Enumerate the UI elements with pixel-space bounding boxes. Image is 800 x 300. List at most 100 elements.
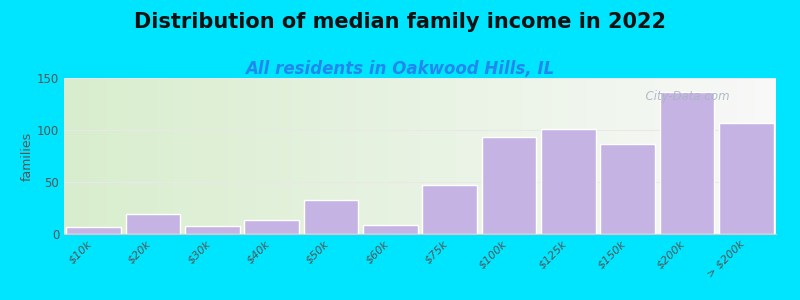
- Bar: [587, 78, 591, 234]
- Bar: [110, 78, 114, 234]
- Text: All residents in Oakwood Hills, IL: All residents in Oakwood Hills, IL: [246, 60, 554, 78]
- Bar: [210, 78, 214, 234]
- Bar: [299, 78, 302, 234]
- Bar: [773, 78, 776, 234]
- Bar: [598, 78, 602, 234]
- Bar: [541, 78, 545, 234]
- Bar: [442, 78, 445, 234]
- Bar: [559, 78, 562, 234]
- Bar: [388, 78, 391, 234]
- Bar: [612, 78, 616, 234]
- Bar: [630, 78, 634, 234]
- Bar: [310, 78, 314, 234]
- Bar: [244, 220, 299, 234]
- Bar: [526, 78, 530, 234]
- Bar: [391, 78, 395, 234]
- Bar: [747, 78, 751, 234]
- Bar: [304, 200, 358, 234]
- Bar: [324, 78, 327, 234]
- Bar: [302, 78, 306, 234]
- Bar: [256, 78, 260, 234]
- Bar: [398, 78, 402, 234]
- Bar: [167, 78, 171, 234]
- Bar: [423, 78, 427, 234]
- Bar: [352, 78, 356, 234]
- Bar: [413, 78, 417, 234]
- Bar: [192, 78, 196, 234]
- Bar: [246, 78, 249, 234]
- Bar: [516, 78, 520, 234]
- Bar: [591, 78, 594, 234]
- Bar: [434, 78, 438, 234]
- Bar: [660, 92, 714, 234]
- Bar: [417, 78, 420, 234]
- Bar: [427, 78, 430, 234]
- Bar: [769, 78, 773, 234]
- Bar: [64, 78, 67, 234]
- Bar: [93, 78, 96, 234]
- Bar: [228, 78, 231, 234]
- Bar: [482, 137, 536, 234]
- Bar: [477, 78, 481, 234]
- Bar: [523, 78, 527, 234]
- Bar: [71, 78, 74, 234]
- Bar: [530, 78, 534, 234]
- Bar: [281, 78, 285, 234]
- Bar: [182, 78, 185, 234]
- Bar: [342, 78, 346, 234]
- Bar: [132, 78, 135, 234]
- Bar: [762, 78, 766, 234]
- Bar: [96, 78, 99, 234]
- Bar: [449, 78, 452, 234]
- Bar: [285, 78, 288, 234]
- Bar: [278, 78, 281, 234]
- Bar: [566, 78, 570, 234]
- Bar: [648, 78, 651, 234]
- Bar: [270, 78, 274, 234]
- Bar: [705, 78, 708, 234]
- Bar: [730, 78, 734, 234]
- Bar: [545, 78, 548, 234]
- Bar: [552, 78, 555, 234]
- Bar: [288, 78, 292, 234]
- Bar: [157, 78, 160, 234]
- Y-axis label: families: families: [21, 131, 34, 181]
- Bar: [274, 78, 278, 234]
- Bar: [484, 78, 488, 234]
- Bar: [509, 78, 513, 234]
- Bar: [680, 78, 683, 234]
- Bar: [594, 78, 598, 234]
- Bar: [334, 78, 338, 234]
- Bar: [623, 78, 626, 234]
- Bar: [206, 78, 210, 234]
- Bar: [494, 78, 498, 234]
- Bar: [125, 78, 128, 234]
- Bar: [577, 78, 580, 234]
- Bar: [370, 78, 374, 234]
- Bar: [366, 78, 370, 234]
- Bar: [142, 78, 146, 234]
- Bar: [231, 78, 235, 234]
- Bar: [702, 78, 705, 234]
- Bar: [135, 78, 138, 234]
- Bar: [474, 78, 477, 234]
- Bar: [538, 78, 541, 234]
- Bar: [420, 78, 423, 234]
- Bar: [726, 78, 730, 234]
- Bar: [666, 78, 669, 234]
- Bar: [734, 78, 737, 234]
- Bar: [719, 78, 722, 234]
- Bar: [637, 78, 641, 234]
- Bar: [385, 78, 388, 234]
- Bar: [359, 78, 363, 234]
- Bar: [374, 78, 378, 234]
- Bar: [506, 78, 509, 234]
- Bar: [99, 78, 103, 234]
- Bar: [203, 78, 206, 234]
- Bar: [662, 78, 666, 234]
- Bar: [644, 78, 648, 234]
- Bar: [402, 78, 406, 234]
- Bar: [138, 78, 142, 234]
- Bar: [114, 78, 118, 234]
- Text: Distribution of median family income in 2022: Distribution of median family income in …: [134, 12, 666, 32]
